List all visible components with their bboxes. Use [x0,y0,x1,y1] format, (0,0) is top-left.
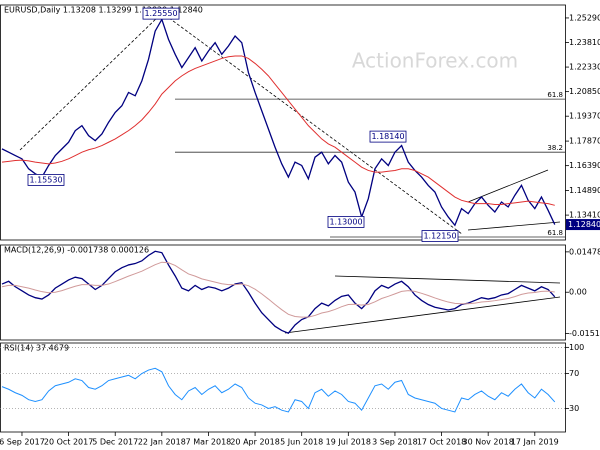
trendline [467,221,561,231]
annotation-label: 1.25550 [144,9,177,18]
watermark: ActionForex.com [352,49,518,73]
y-tick-label: 30 [569,404,579,413]
y-tick-label: 1.14890 [569,186,600,195]
y-tick-label: 1.25290 [569,13,600,22]
current-price-box [566,219,600,231]
annotation-box [27,174,65,186]
x-tick-label: 3 Sep 2018 [372,438,418,447]
x-tick-label: 7 Mar 2018 [186,438,232,447]
y-tick-label: 0.00 [569,288,587,297]
y-tick-label: 1.19370 [569,112,600,121]
annotation-box [421,230,459,242]
trendline [284,296,561,334]
series-line [1,17,556,227]
y-tick-label: -0.015107 [569,329,600,338]
x-tick-label: 5 Dec 2017 [92,438,138,447]
series-line [1,367,556,413]
series-line [1,261,555,318]
y-tick-label: 1.22330 [569,63,600,72]
annotation-label: 1.12150 [423,232,456,241]
panel-title: MACD(12,26,9) -0.001738 0.000126 [4,246,149,255]
trendlines [19,14,561,334]
x-tick-label: 20 Oct 2017 [44,438,93,447]
y-tick-label: 1.20850 [569,87,600,96]
x-tick-label: 20 Apr 2018 [230,438,279,447]
x-tick-label: 6 Sep 2017 [0,438,45,447]
x-tick-label: 19 Jul 2018 [326,438,371,447]
series-line [1,55,555,206]
x-tick-label: 17 Jan 2019 [511,438,559,447]
y-tick-label: 1.23810 [569,38,600,47]
series-line [1,250,556,334]
fib-label: 38.2 [547,144,563,152]
y-tick-label: 100 [569,343,584,352]
annotation-label: 1.18140 [371,132,404,141]
panel-frame [0,342,566,433]
y-tick-label: 1.17870 [569,137,600,146]
fib-label: 61.8 [547,91,563,99]
x-tick-label: 17 Oct 2018 [417,438,466,447]
x-tick-label: 5 Jun 2018 [280,438,323,447]
panel-frame [0,4,566,241]
x-tick-label: 30 Nov 2018 [463,438,514,447]
y-tick-label: 70 [569,369,579,378]
annotation-box [369,130,407,143]
current-price-label: 1.12840 [568,220,600,229]
trendline [164,14,463,235]
y-tick-label: 0.014786 [569,247,600,256]
panel-title: RSI(14) 37.4679 [4,344,69,353]
annotation-label: 1.13000 [329,217,362,226]
annotation-box [142,7,180,20]
trendline [19,14,161,151]
y-tick-label: 1.13410 [569,211,600,220]
x-tick-label: 22 Jan 2018 [138,438,186,447]
fib-label: 61.8 [547,229,563,237]
trendline [334,275,561,284]
panel-title: EURUSD,Daily 1.13208 1.13299 1.12829 1.1… [4,6,203,15]
annotation-label: 1.15530 [29,175,62,184]
annotation-box [327,216,365,228]
y-tick-label: 1.16390 [569,161,600,170]
